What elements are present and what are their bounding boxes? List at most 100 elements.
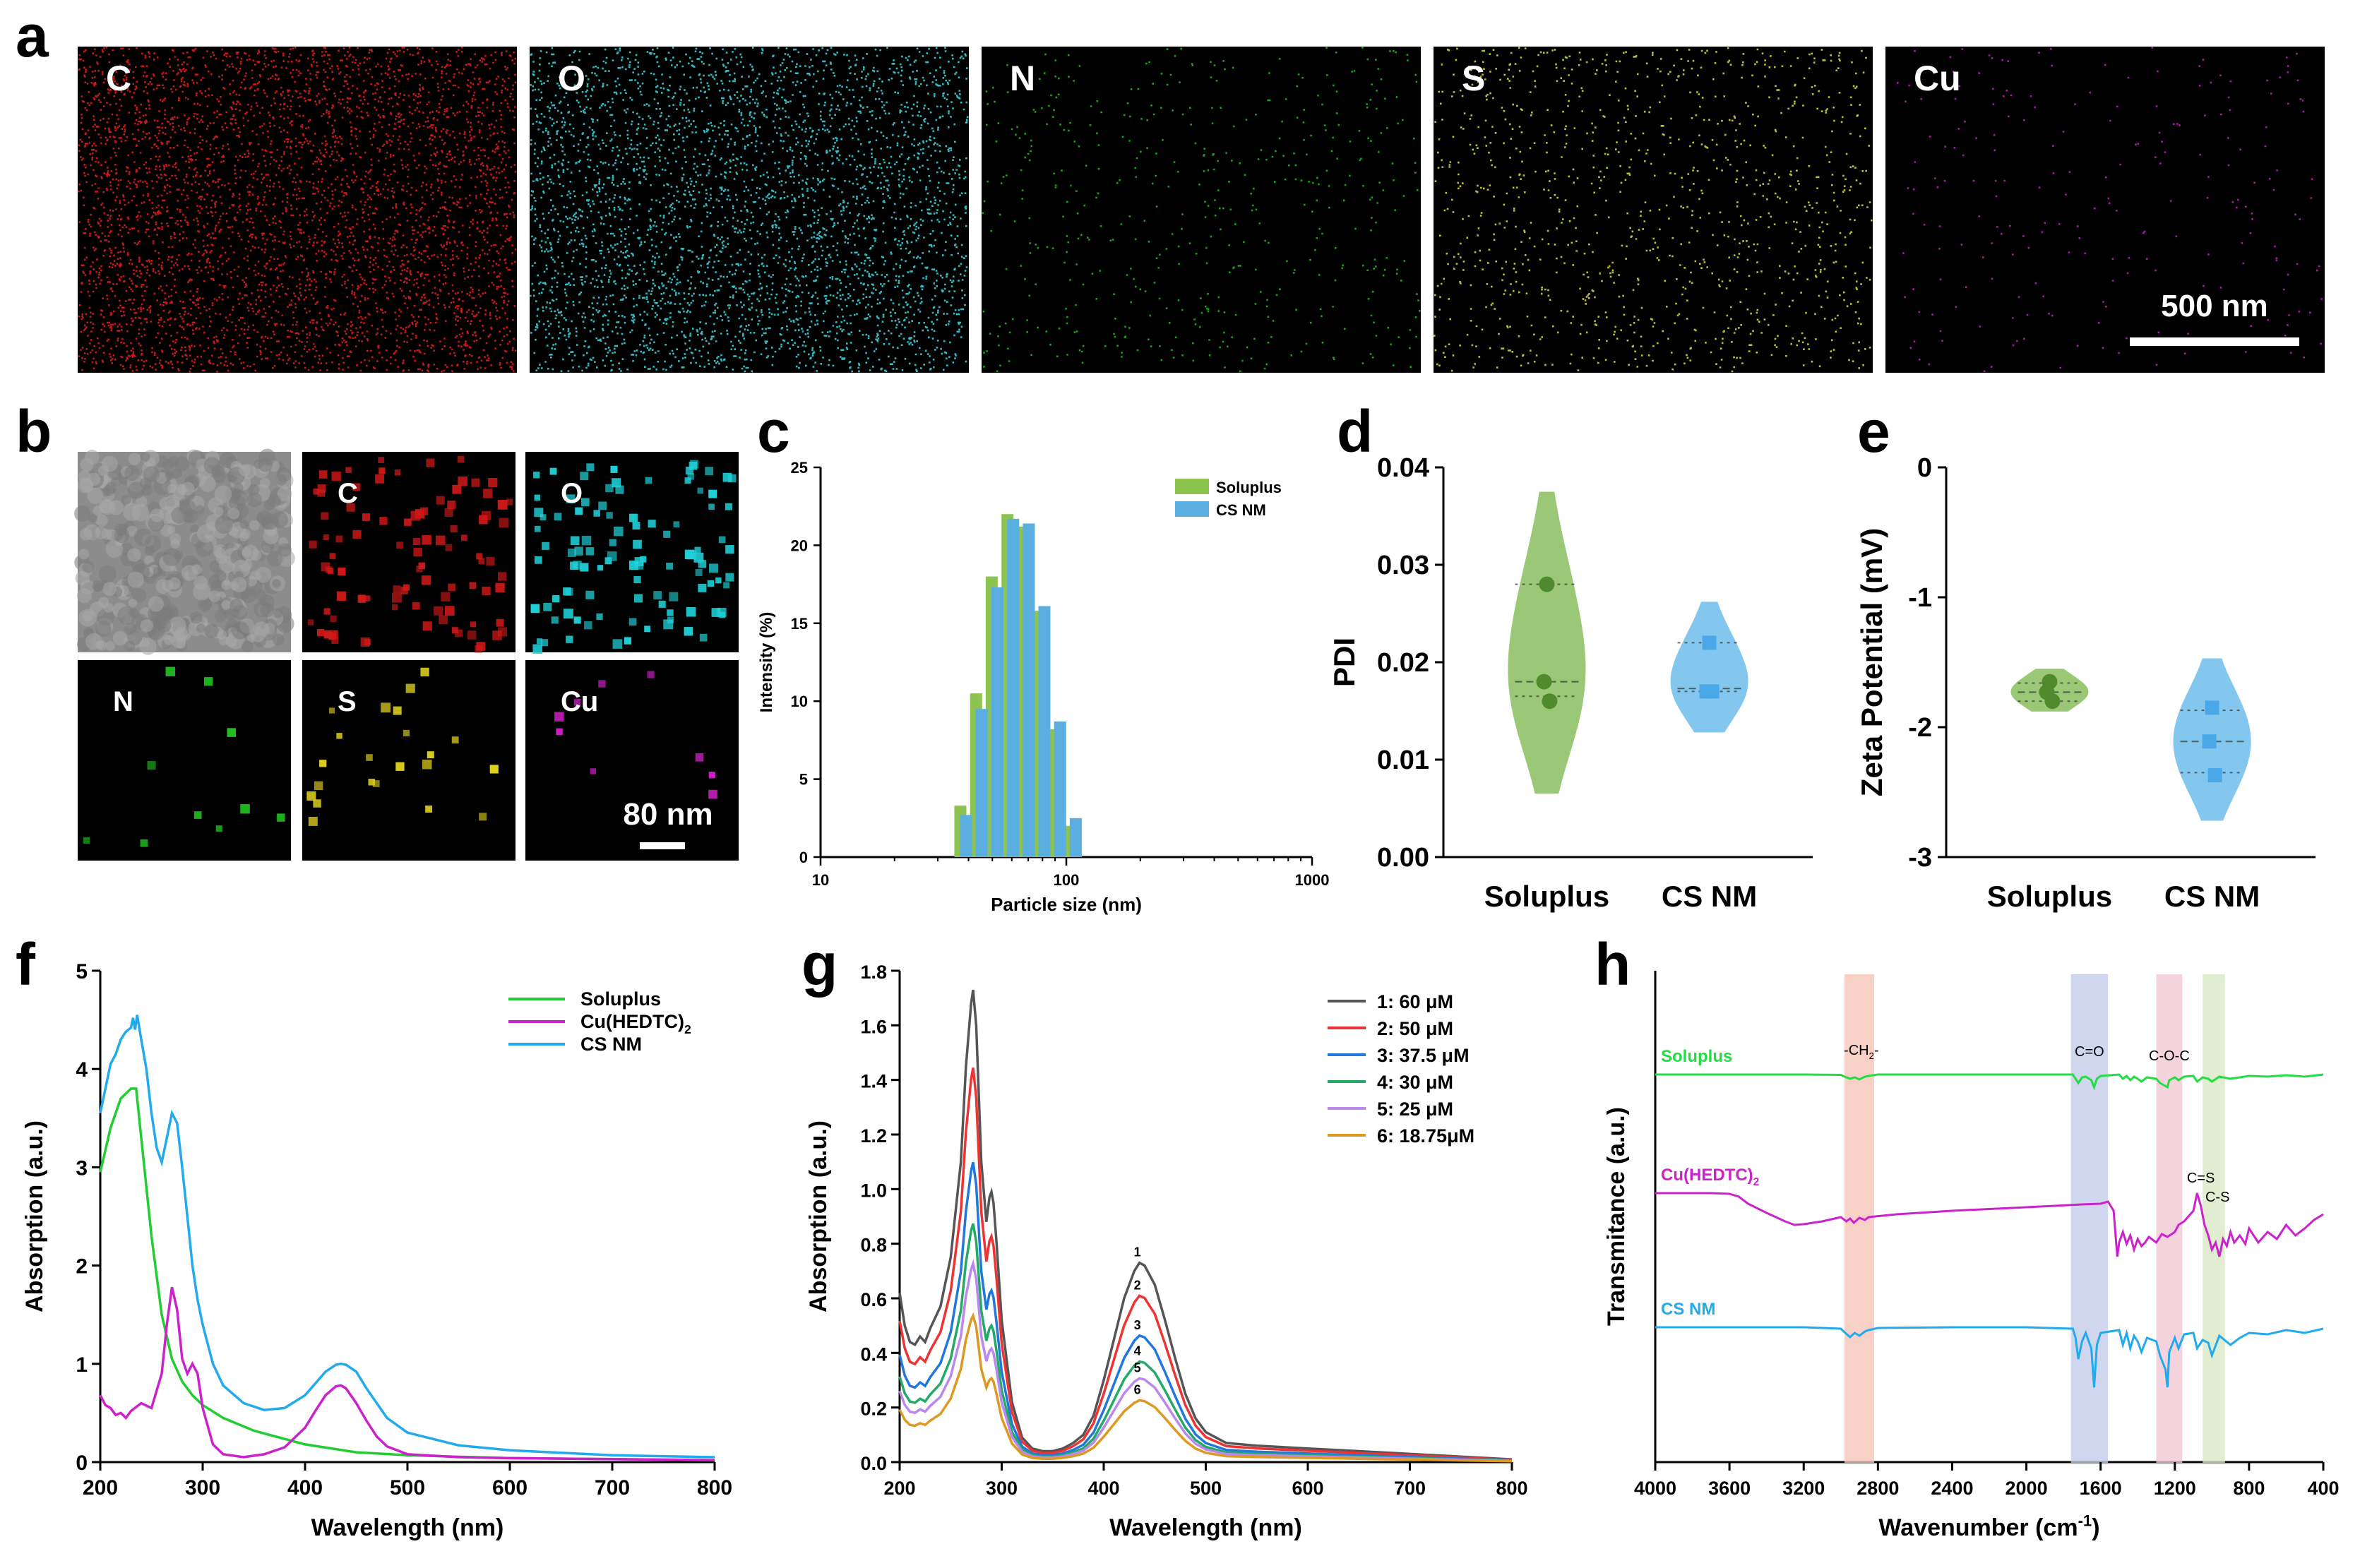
x-tick-label: 500 [1190, 1478, 1222, 1499]
series-line [898, 989, 1513, 1461]
y-tick-label: 25 [791, 459, 808, 477]
b-map-dot [698, 560, 707, 568]
sem-grain [103, 603, 114, 614]
sem-grain [171, 507, 188, 524]
x-tick-label: 200 [83, 1476, 118, 1500]
b-map-dot [647, 671, 655, 678]
b-map-dot [331, 471, 341, 481]
sem-grain [263, 528, 279, 544]
b-map-dot [317, 489, 326, 497]
b-map-dot [563, 587, 571, 596]
b-map-o: O [525, 452, 739, 654]
b-map-dot [554, 513, 562, 521]
label-main: Cu(HEDTC) [580, 1011, 684, 1032]
b-map-dot [694, 546, 701, 553]
panel-label-c: c [757, 398, 790, 465]
y-tick-label: 1.2 [860, 1125, 887, 1147]
b-map-dot [645, 477, 652, 484]
b-map-dot [497, 627, 508, 637]
b-map-dot [497, 499, 508, 510]
b-map-dot [541, 639, 549, 647]
b-map-dot [708, 489, 717, 498]
sem-grain [221, 580, 231, 590]
sem-grain [121, 494, 131, 505]
b-map-dot [362, 513, 371, 522]
b-map-dot [329, 553, 336, 559]
b-map-dot [669, 592, 679, 602]
y-tick-label: 0.00 [1377, 843, 1429, 873]
b-map-element-label: O [561, 478, 583, 509]
sem-grain [103, 484, 115, 496]
sem-grain [162, 607, 174, 618]
sem-grain [179, 498, 189, 508]
b-map-dot [629, 513, 638, 522]
sem-grain [128, 453, 141, 465]
scalebar-a [2130, 337, 2299, 346]
b-map-dot [335, 535, 343, 543]
b-map-dot [580, 472, 589, 481]
sem-grain [218, 635, 229, 646]
b-map-dot [606, 512, 613, 519]
b-map-dot [352, 483, 361, 491]
b-map-dot [422, 760, 432, 770]
b-map-dot [705, 467, 714, 476]
sem-grain [242, 546, 252, 558]
band-label: C-O-C [2149, 1048, 2190, 1064]
b-map-dot [476, 553, 483, 560]
x-tick-label: 800 [1496, 1478, 1527, 1499]
chart-c: 0 5 10 15 20 25 10 100 1000 Soluplus CS NM Particle… [757, 459, 1329, 915]
b-map-dot [345, 467, 352, 474]
b-map-dot [476, 642, 486, 651]
b-map-dot [551, 616, 559, 624]
sem-grain [76, 587, 93, 603]
b-map-dot [723, 582, 729, 589]
histogram-bar-cs-nm [1069, 818, 1082, 857]
b-map-element-label: S [338, 686, 357, 717]
b-map-dot [725, 503, 732, 510]
sem-grain [95, 526, 108, 539]
b-map-dot [457, 455, 465, 463]
sem-grain [80, 457, 94, 472]
y-tick-label: 15 [791, 615, 808, 633]
sem-grain [141, 452, 150, 462]
b-map-dot [708, 772, 715, 779]
y-axis-label: Transmitance (a.u.) [1603, 1107, 1630, 1326]
sem-grain [162, 548, 181, 566]
b-map-dot [581, 535, 592, 546]
sem-grain [231, 577, 247, 593]
label-main: CS NM [1661, 1300, 1715, 1319]
data-point [2202, 734, 2217, 749]
y-tick-label: 0.03 [1377, 551, 1429, 580]
sem-grain [127, 548, 141, 562]
b-map-dot [375, 474, 384, 484]
sem-grain [139, 637, 150, 647]
sem-grain [208, 590, 221, 602]
series-line-cu-hedtc- [99, 1286, 715, 1461]
b-map-dot [663, 530, 671, 538]
sem-grain [140, 619, 154, 633]
x-tick-label: 800 [697, 1476, 732, 1500]
sem-grain [162, 580, 174, 592]
b-map-dot [728, 474, 737, 483]
x-tick-label: 300 [185, 1476, 220, 1500]
sem-grain [164, 635, 174, 645]
sem-grain [129, 608, 139, 618]
sem-grain [88, 513, 97, 523]
sem-grain [278, 543, 292, 557]
b-map-dot [405, 683, 415, 693]
x-tick-label: 400 [1087, 1478, 1119, 1499]
b-map-dot [695, 569, 703, 576]
b-map-dot [598, 680, 606, 688]
b-map-dot [585, 590, 595, 599]
sem-grain [228, 494, 246, 512]
b-map-dot [718, 536, 726, 544]
x-tick-label: 300 [986, 1478, 1018, 1499]
y-tick-label: 2 [76, 1255, 88, 1279]
b-map-dot [426, 458, 435, 467]
data-point [1536, 674, 1552, 690]
eds-map-element-label: C [106, 59, 131, 98]
data-point [1702, 635, 1717, 650]
eds-map-element-label: N [1010, 59, 1035, 98]
legend-label: 6: 18.75μM [1377, 1125, 1474, 1147]
b-map-dot [615, 485, 624, 494]
